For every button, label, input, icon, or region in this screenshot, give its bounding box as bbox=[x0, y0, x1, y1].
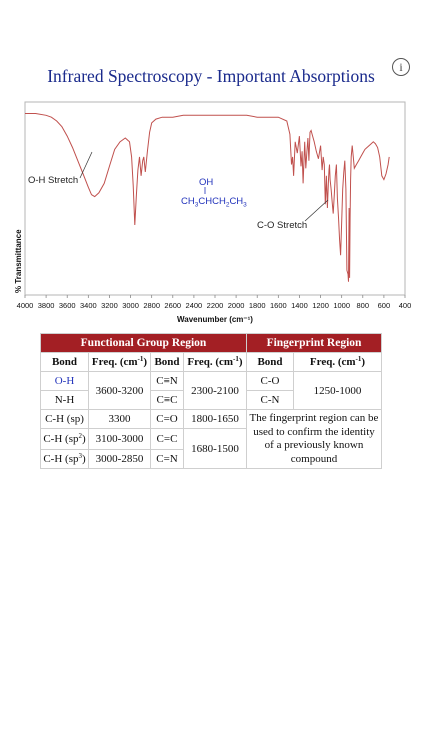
co-stretch-label: C-O Stretch bbox=[257, 220, 307, 231]
fingerprint-note: The fingerprint region can be used to co… bbox=[246, 409, 382, 469]
bond-cn-double: C=N bbox=[150, 449, 184, 469]
x-tick-label: 1400 bbox=[291, 301, 308, 310]
molecule-formula: CH3CHCH2CH3 bbox=[181, 196, 247, 209]
bond-cn-triple: C≡N bbox=[150, 371, 184, 391]
x-tick-label: 3800 bbox=[38, 301, 55, 310]
x-tick-label: 1000 bbox=[333, 301, 350, 310]
freq-col-header: Freq. (cm-1) bbox=[88, 352, 151, 372]
bond-ch-sp3: C-H (sp3) bbox=[40, 449, 89, 469]
y-axis-label: % Transmittance bbox=[14, 229, 23, 293]
x-tick-label: 1200 bbox=[312, 301, 329, 310]
bond-ch-sp2: C-H (sp2) bbox=[40, 428, 89, 450]
bond-co-single: C-O bbox=[246, 371, 294, 391]
freq-col-header: Freq. (cm-1) bbox=[293, 352, 382, 372]
freq-col-header: Freq. (cm-1) bbox=[183, 352, 247, 372]
freq-ch-sp3: 3000-2850 bbox=[88, 449, 151, 469]
x-tick-label: 800 bbox=[357, 301, 370, 310]
bond-cn-single: C-N bbox=[246, 390, 294, 410]
x-tick-label: 2800 bbox=[143, 301, 160, 310]
x-tick-label: 1800 bbox=[249, 301, 266, 310]
spectrum-line bbox=[25, 113, 390, 282]
x-tick-label: 2400 bbox=[186, 301, 203, 310]
freq-fingerprint: 1250-1000 bbox=[293, 371, 382, 410]
freq-ch-sp2: 3100-3000 bbox=[88, 428, 151, 450]
bond-col-header: Bond bbox=[40, 352, 89, 372]
x-tick-label: 4000 bbox=[17, 301, 34, 310]
page-title: Infrared Spectroscopy - Important Absorp… bbox=[47, 66, 375, 86]
x-tick-label: 2000 bbox=[228, 301, 245, 310]
x-tick-label: 400 bbox=[399, 301, 412, 310]
x-tick-label: 3400 bbox=[80, 301, 97, 310]
x-tick-label: 3000 bbox=[122, 301, 139, 310]
x-axis-ticks: 4000 3800 3600 3400 3200 3000 2800 2600 2400 2200… bbox=[17, 295, 412, 310]
bond-cc-triple: C≡C bbox=[150, 390, 184, 410]
bond-col-header: Bond bbox=[150, 352, 184, 372]
bond-cc-double: C=C bbox=[150, 428, 184, 450]
x-tick-label: 3200 bbox=[101, 301, 118, 310]
bond-co-double: C=O bbox=[150, 409, 184, 429]
bond-nh: N-H bbox=[40, 390, 89, 410]
freq-double: 1680-1500 bbox=[183, 428, 247, 469]
freq-triple: 2300-2100 bbox=[183, 371, 247, 410]
ir-spectrum-chart: 4000 3800 3600 3400 3200 3000 2800 2600 2400 2200… bbox=[14, 101, 412, 324]
x-tick-label: 3600 bbox=[59, 301, 76, 310]
functional-group-header: Functional Group Region bbox=[40, 333, 247, 353]
freq-co-double: 1800-1650 bbox=[183, 409, 247, 429]
x-tick-label: 2200 bbox=[207, 301, 224, 310]
fingerprint-header: Fingerprint Region bbox=[246, 333, 382, 353]
bond-col-header: Bond bbox=[246, 352, 294, 372]
co-stretch-pointer bbox=[304, 199, 329, 222]
absorption-table-container: Functional Group Region Fingerprint Regi… bbox=[40, 333, 382, 469]
x-axis-label: Wavenumber (cm⁻¹) bbox=[177, 315, 253, 324]
x-tick-label: 600 bbox=[378, 301, 391, 310]
bond-oh[interactable]: O-H bbox=[40, 371, 89, 391]
absorption-table: Functional Group Region Fingerprint Regi… bbox=[40, 333, 382, 469]
x-tick-label: 2600 bbox=[164, 301, 181, 310]
info-icon[interactable]: i bbox=[392, 58, 410, 76]
freq-oh-nh: 3600-3200 bbox=[88, 371, 151, 410]
molecule-oh: OH bbox=[199, 177, 213, 188]
bond-ch-sp: C-H (sp) bbox=[40, 409, 89, 429]
x-tick-label: 1600 bbox=[270, 301, 287, 310]
oh-stretch-label: O-H Stretch bbox=[28, 175, 78, 186]
oh-stretch-pointer bbox=[79, 151, 93, 179]
freq-ch-sp: 3300 bbox=[88, 409, 151, 429]
